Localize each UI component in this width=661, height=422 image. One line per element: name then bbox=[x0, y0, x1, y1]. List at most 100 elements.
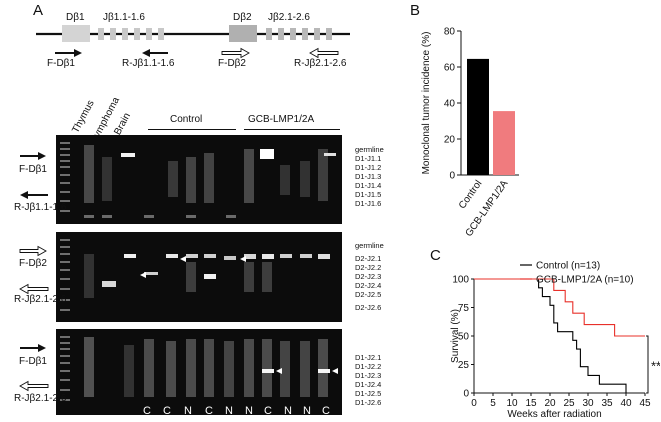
bar-2 bbox=[493, 111, 515, 175]
gel-2-band-label-4: D2-J2.4 bbox=[355, 281, 382, 290]
group-bracket-gcb bbox=[244, 129, 340, 130]
gel-3-band-label-2: D1-J2.2 bbox=[355, 362, 382, 371]
gel-3-band-label-1: D1-J2.1 bbox=[355, 353, 382, 362]
legend-label-1: Control (n=13) bbox=[536, 261, 600, 272]
gel-3-primer-r: R-Jβ2.1-2.6 bbox=[14, 393, 67, 404]
dbeta1-box bbox=[62, 25, 90, 42]
gel-3-primer-arrows bbox=[19, 344, 49, 392]
gel-2-band-label-2: D2-J2.2 bbox=[355, 263, 382, 272]
y-axis-label: Monoclonal tumor incidence (%) bbox=[421, 32, 432, 175]
group-label-control: Control bbox=[170, 114, 203, 125]
dbeta2-label: Dβ2 bbox=[233, 12, 252, 23]
x-tick-label: 40 bbox=[620, 398, 632, 409]
gel-1-band-label-6: D1-J1.6 bbox=[355, 199, 382, 208]
hollow-arrow-right-icon bbox=[19, 245, 47, 257]
group-label-gcb: GCB-LMP1/2A bbox=[248, 114, 315, 125]
y-tick-label: 0 bbox=[449, 171, 455, 182]
survival-curve-1 bbox=[474, 278, 627, 393]
jbeta2-label: Jβ2.1-2.6 bbox=[268, 12, 310, 23]
panel-c-letter: C bbox=[430, 247, 441, 264]
x-tick-label: 5 bbox=[490, 398, 496, 409]
gel-1-band-label-1: D1-J1.1 bbox=[355, 154, 382, 163]
clonality-label-5: N bbox=[225, 405, 233, 417]
gel-3-band-label-4: D1-J2.4 bbox=[355, 380, 382, 389]
gel-1-band-label-column bbox=[344, 143, 355, 211]
x-axis-label: Weeks after radiation bbox=[507, 409, 601, 420]
y-tick-label: 50 bbox=[458, 332, 470, 343]
panel-b-letter: B bbox=[410, 2, 421, 19]
gel-1-primer-r: R-Jβ1.1-1.6 bbox=[14, 202, 67, 213]
gel-2 bbox=[56, 232, 342, 322]
x-tick-label: 45 bbox=[639, 398, 651, 409]
y-tick-label: 100 bbox=[452, 275, 469, 286]
primer-f-dbeta2-label: F-Dβ2 bbox=[218, 58, 246, 69]
primer-r-jbeta2-label: R-Jβ2.1-2.6 bbox=[294, 58, 347, 69]
clonality-label-9: N bbox=[303, 405, 311, 417]
x-tick-label: 10 bbox=[506, 398, 518, 409]
gel-1 bbox=[56, 135, 342, 224]
jbeta1-label: Jβ1.1-1.6 bbox=[103, 12, 145, 23]
gel-1-band-label-4: D1-J1.4 bbox=[355, 181, 382, 190]
significance-bracket bbox=[646, 335, 649, 394]
dbeta2-box bbox=[229, 25, 257, 42]
gel-2-bands bbox=[60, 239, 330, 311]
primer-f-dbeta1-label: F-Dβ1 bbox=[47, 58, 75, 69]
gel-1-band-label-3: D1-J1.3 bbox=[355, 172, 382, 181]
x-tick-label: 20 bbox=[544, 398, 556, 409]
primer-r-jbeta1-label: R-Jβ1.1-1.6 bbox=[122, 58, 175, 69]
y-tick-label: 40 bbox=[444, 99, 456, 110]
gel-2-band-label-5: D2-J2.5 bbox=[355, 290, 382, 299]
bar-1 bbox=[467, 58, 489, 175]
gel-3-band-label-6: D1-J2.6 bbox=[355, 398, 382, 407]
gel-3-bands bbox=[60, 336, 338, 401]
y-axis-label: Survival (%) bbox=[450, 309, 461, 363]
y-tick-label: 75 bbox=[458, 303, 470, 314]
y-tick-label: 80 bbox=[444, 27, 456, 38]
gel-1-band-label-germline: germline bbox=[355, 145, 384, 154]
y-tick-label: 0 bbox=[463, 389, 469, 400]
clonality-label-8: N bbox=[284, 405, 292, 417]
panel-a-letter: A bbox=[33, 2, 44, 19]
gel-1-primer-f: F-Dβ1 bbox=[19, 164, 47, 175]
gel-2-band-label-6: D2-J2.6 bbox=[355, 303, 382, 312]
gel-2-band-label-germline: germline bbox=[355, 241, 384, 250]
clonality-label-7: C bbox=[264, 405, 272, 417]
survival-chart: 0 25 50 75 100 0 5 10 15 20 25 30 35 40 45 Weeks after … bbox=[450, 261, 660, 421]
category-label: Control bbox=[457, 178, 485, 211]
clonality-label-3: N bbox=[184, 405, 192, 417]
clonality-label-10: C bbox=[322, 405, 330, 417]
gel-2-band-label-3: D2-J2.3 bbox=[355, 272, 382, 281]
gel-1-bands bbox=[60, 142, 336, 218]
group-bracket-control bbox=[148, 129, 236, 130]
clonality-label-6: N bbox=[245, 405, 253, 417]
gel-1-primer-arrows bbox=[20, 152, 48, 199]
gel-3-band-label-5: D1-J2.5 bbox=[355, 389, 382, 398]
gel-1-band-label-5: D1-J1.5 bbox=[355, 190, 382, 199]
gel-2-band-label-1: D2-J2.1 bbox=[355, 254, 382, 263]
legend-label-2: GCB-LMP1/2A (n=10) bbox=[536, 275, 634, 286]
x-tick-label: 30 bbox=[582, 398, 594, 409]
x-tick-label: 15 bbox=[525, 398, 537, 409]
significance-marker: ** bbox=[651, 359, 660, 374]
y-tick-label: 60 bbox=[444, 63, 456, 74]
gel-3 bbox=[56, 329, 342, 415]
gel-1-band-label-2: D1-J1.2 bbox=[355, 163, 382, 172]
x-tick-label: 25 bbox=[563, 398, 575, 409]
clonality-label-2: C bbox=[163, 405, 171, 417]
clonality-label-4: C bbox=[205, 405, 213, 417]
survival-curve-2 bbox=[474, 278, 645, 337]
x-tick-label: 35 bbox=[601, 398, 613, 409]
dbeta1-label: Dβ1 bbox=[66, 12, 85, 23]
gel-3-primer-f: F-Dβ1 bbox=[19, 356, 47, 367]
gene-map-diagram bbox=[36, 25, 350, 59]
arrow-left-icon bbox=[20, 191, 48, 199]
x-tick-label: 0 bbox=[471, 398, 477, 409]
arrow-right-icon bbox=[20, 152, 46, 160]
gel-2-primer-arrows bbox=[19, 245, 49, 295]
gel-3-band-label-3: D1-J2.3 bbox=[355, 371, 382, 380]
hollow-arrow-left-icon bbox=[19, 380, 49, 392]
arrow-right-icon bbox=[20, 344, 46, 352]
y-tick-label: 25 bbox=[458, 360, 470, 371]
gel-2-primer-r: R-Jβ2.1-2.6 bbox=[14, 294, 67, 305]
